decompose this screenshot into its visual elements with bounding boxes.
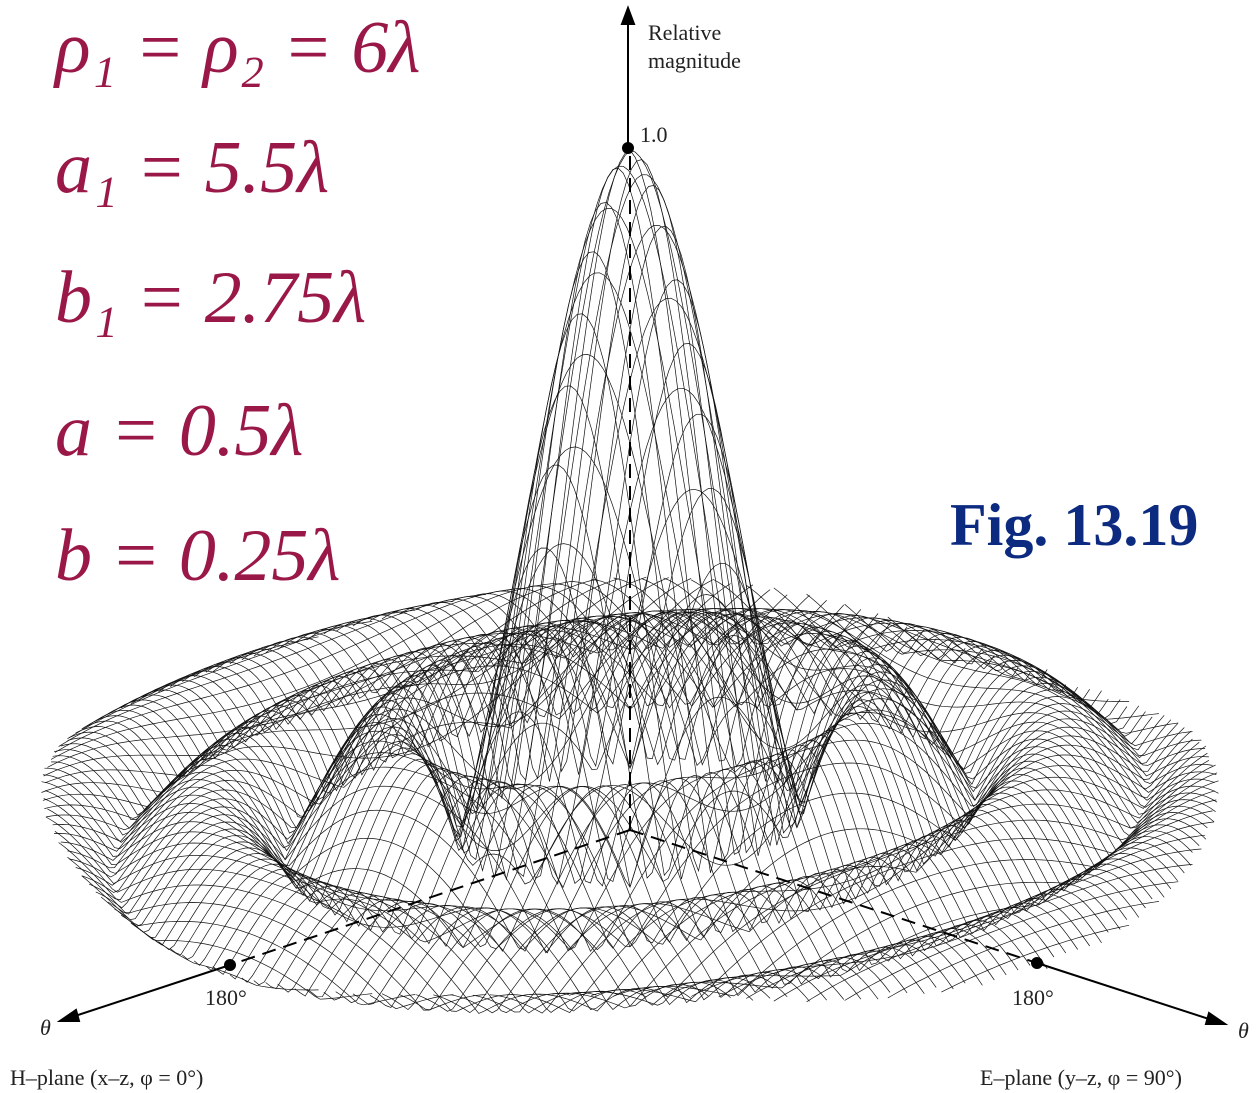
axis-label: θ <box>1238 1018 1249 1043</box>
tick-label: 180° <box>205 985 247 1010</box>
tick-dot <box>225 960 235 970</box>
tick-dot <box>1032 958 1042 968</box>
figure: ρ₁ = ρ₂ = 6λ a₁ = 5.5λ b₁ = 2.75λ a = 0.… <box>0 0 1258 1093</box>
parameter: b = 0.25λ <box>55 515 341 597</box>
parameter: a₁ = 5.5λ <box>55 127 329 209</box>
parameter: b₁ = 2.75λ <box>55 257 366 339</box>
peak-dot <box>623 143 633 153</box>
axis-label: θ <box>40 1015 51 1040</box>
peak-label: 1.0 <box>640 122 668 147</box>
axis-label: Relative <box>648 20 721 45</box>
parameter: ρ₁ = ρ₂ = 6λ <box>53 7 420 89</box>
parameter: a = 0.5λ <box>55 390 304 472</box>
figure-label: Fig. 13.19 <box>950 492 1198 558</box>
axis-label: magnitude <box>648 48 741 73</box>
tick-label: 180° <box>1012 985 1054 1010</box>
plane-label: H–plane (x–z, φ = 0°) <box>10 1065 203 1090</box>
plane-label: E–plane (y–z, φ = 90°) <box>980 1065 1182 1090</box>
